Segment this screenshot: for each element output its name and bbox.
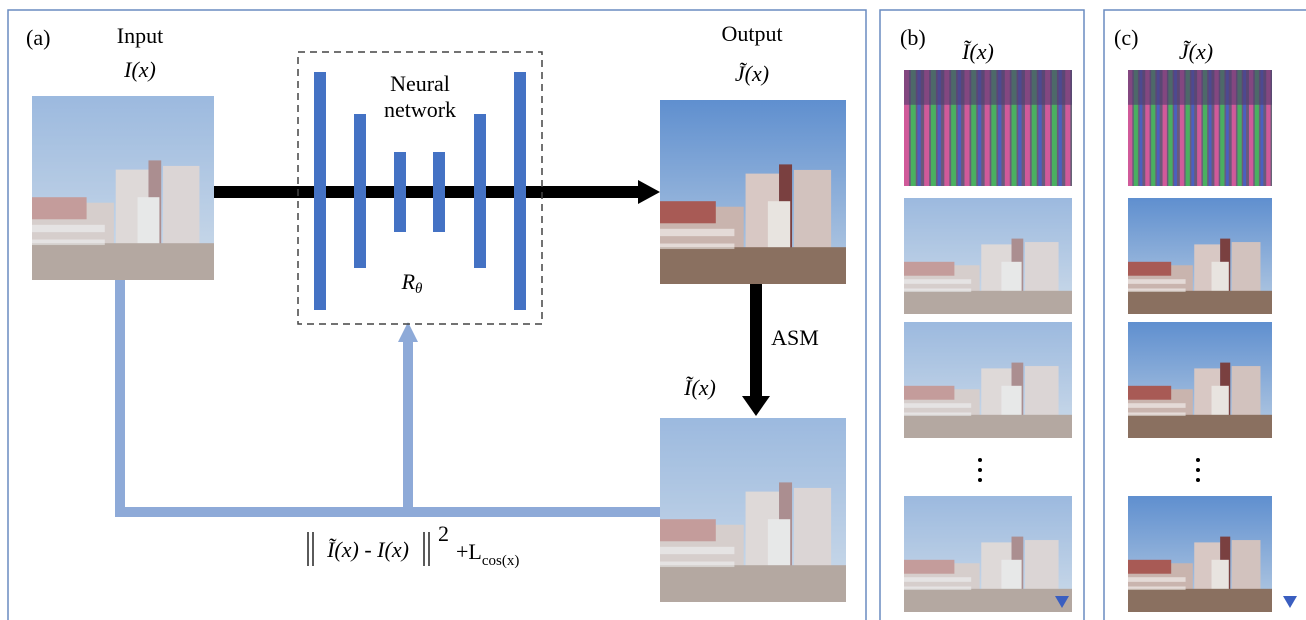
dot <box>1196 458 1200 462</box>
network-label: network <box>384 97 456 122</box>
loss-subscript: cos(x) <box>482 553 520 569</box>
panel-label: (c) <box>1114 25 1138 50</box>
loss-power: 2 <box>438 521 449 546</box>
input-title: Input <box>117 23 163 48</box>
feedback-path <box>120 280 660 512</box>
output-title: Output <box>721 21 782 46</box>
iteration-image <box>1128 496 1272 612</box>
dot <box>978 468 982 472</box>
iteration-image <box>1128 198 1272 314</box>
output-symbol: J̃(x) <box>735 61 769 86</box>
iteration-image <box>1128 322 1272 438</box>
layer <box>354 114 366 268</box>
network-label: Neural <box>390 71 450 96</box>
iteration-image <box>904 198 1072 314</box>
feedback-arrowhead <box>398 322 418 342</box>
output-image <box>660 100 846 284</box>
progress-arrowhead <box>1283 596 1297 608</box>
layer <box>314 72 326 310</box>
symbol-base: R <box>401 269 416 294</box>
figure: (a) Input I(x) Neural network Rθ Output … <box>0 0 1306 620</box>
dot <box>978 478 982 482</box>
layer <box>433 152 445 232</box>
loss-inner: Ĩ(x) - I(x) <box>326 537 409 562</box>
panel-label: (a) <box>26 25 50 50</box>
input-symbol: I(x) <box>123 57 156 82</box>
dot <box>1196 478 1200 482</box>
dot <box>978 458 982 462</box>
layer <box>514 72 526 310</box>
panel-symbol: Ĩ(x) <box>961 39 994 64</box>
layer <box>394 152 406 232</box>
ellipsis <box>978 458 982 482</box>
panel-symbol: J̃(x) <box>1179 39 1213 64</box>
main-arrowhead <box>638 180 660 204</box>
panel-label: (b) <box>900 25 926 50</box>
iteration-image <box>1128 70 1272 186</box>
asm-label: ASM <box>771 325 819 350</box>
dot <box>1196 468 1200 472</box>
loss-term: +Lcos(x) <box>456 539 519 569</box>
layer <box>474 114 486 268</box>
symbol-sub: θ <box>415 281 423 297</box>
iteration-image <box>904 322 1072 438</box>
reconstructed-symbol: Ĩ(x) <box>683 375 716 400</box>
reconstructed-image <box>660 418 846 602</box>
iteration-image <box>904 496 1072 612</box>
loss-plus: +L <box>456 539 482 564</box>
input-image <box>32 96 214 280</box>
asm-arrowhead <box>742 396 770 416</box>
iteration-image <box>904 70 1072 186</box>
network-symbol: Rθ <box>401 269 423 297</box>
ellipsis <box>1196 458 1200 482</box>
